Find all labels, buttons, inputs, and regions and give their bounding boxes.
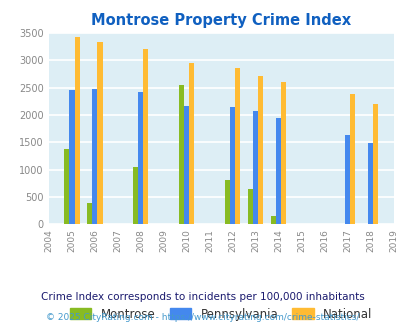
Bar xyxy=(97,42,102,224)
Bar xyxy=(344,135,349,224)
Legend: Montrose, Pennsylvania, National: Montrose, Pennsylvania, National xyxy=(65,303,376,325)
Bar xyxy=(138,91,143,224)
Bar xyxy=(75,37,79,224)
Bar xyxy=(258,76,263,224)
Bar xyxy=(235,68,240,224)
Bar xyxy=(247,189,253,224)
Text: Crime Index corresponds to incidents per 100,000 inhabitants: Crime Index corresponds to incidents per… xyxy=(41,292,364,302)
Title: Montrose Property Crime Index: Montrose Property Crime Index xyxy=(91,13,350,28)
Bar xyxy=(133,167,138,224)
Bar xyxy=(179,85,184,224)
Text: © 2025 CityRating.com - https://www.cityrating.com/crime-statistics/: © 2025 CityRating.com - https://www.city… xyxy=(46,313,359,322)
Bar xyxy=(87,203,92,224)
Bar xyxy=(184,106,189,224)
Bar xyxy=(367,143,372,224)
Bar xyxy=(372,104,377,224)
Bar xyxy=(69,90,75,224)
Bar xyxy=(143,49,148,224)
Bar xyxy=(92,89,97,224)
Bar xyxy=(64,149,69,224)
Bar xyxy=(225,180,230,224)
Bar xyxy=(281,82,286,224)
Bar xyxy=(275,118,281,224)
Bar xyxy=(230,107,235,224)
Bar xyxy=(271,216,275,224)
Bar xyxy=(189,63,194,224)
Bar xyxy=(253,111,258,224)
Bar xyxy=(349,94,354,224)
